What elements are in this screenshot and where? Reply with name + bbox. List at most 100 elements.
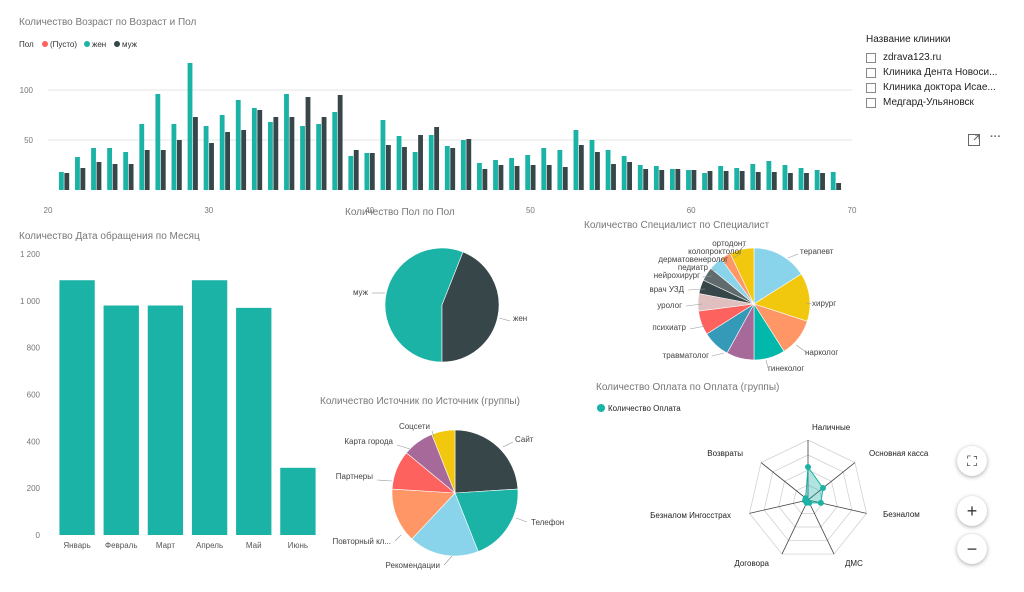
bar-male[interactable]: [112, 164, 118, 190]
legend-marker[interactable]: [597, 404, 605, 412]
bar-female[interactable]: [557, 150, 563, 190]
bar-female[interactable]: [589, 140, 595, 190]
bar-female[interactable]: [460, 140, 466, 190]
bar-male[interactable]: [225, 132, 231, 190]
bar-female[interactable]: [573, 130, 579, 190]
bar-male[interactable]: [209, 143, 214, 190]
pie-slice[interactable]: [454, 488, 519, 552]
bar-male[interactable]: [289, 117, 295, 190]
slicer-item[interactable]: Клиника доктора Исае...: [866, 80, 1016, 95]
legend-marker[interactable]: [42, 41, 48, 47]
legend-marker[interactable]: [114, 41, 120, 47]
bar-female[interactable]: [58, 172, 64, 190]
bar-female[interactable]: [91, 148, 96, 190]
radar-point[interactable]: [805, 464, 811, 470]
bar-female[interactable]: [525, 155, 531, 190]
pie-slice[interactable]: [431, 429, 456, 494]
bar-male[interactable]: [418, 135, 423, 190]
bar-male[interactable]: [305, 97, 311, 190]
bar-month[interactable]: [147, 305, 184, 535]
bar-female[interactable]: [251, 108, 257, 190]
bar-female[interactable]: [444, 146, 450, 190]
bar-male[interactable]: [771, 172, 777, 190]
bar-male[interactable]: [562, 167, 568, 190]
slicer-item[interactable]: zdrava123.ru: [866, 50, 1016, 65]
zoom-out-button[interactable]: −: [957, 534, 987, 564]
bar-male[interactable]: [193, 117, 198, 190]
bar-female[interactable]: [509, 158, 515, 190]
checkbox-icon[interactable]: [866, 82, 876, 93]
bar-male[interactable]: [820, 173, 825, 190]
bar-male[interactable]: [402, 147, 407, 190]
bar-male[interactable]: [530, 165, 536, 190]
bar-female[interactable]: [267, 122, 273, 190]
bar-female[interactable]: [750, 164, 756, 190]
bar-female[interactable]: [75, 157, 80, 190]
slicer-item[interactable]: Клиника Дента Новоси...: [866, 65, 1016, 80]
bar-male[interactable]: [160, 150, 166, 190]
radar-point[interactable]: [820, 485, 827, 492]
bar-male[interactable]: [611, 164, 616, 190]
bar-male[interactable]: [675, 169, 681, 190]
checkbox-icon[interactable]: [866, 67, 876, 78]
bar-female[interactable]: [348, 156, 354, 190]
bar-male[interactable]: [723, 171, 729, 190]
pie-slice[interactable]: [384, 247, 464, 363]
bar-male[interactable]: [353, 150, 359, 190]
bar-female[interactable]: [300, 126, 305, 190]
pie-slice[interactable]: [454, 429, 519, 494]
bar-male[interactable]: [273, 117, 279, 190]
fullscreen-button[interactable]: ⛶: [957, 446, 987, 476]
zoom-in-button[interactable]: +: [957, 496, 987, 526]
bar-male[interactable]: [755, 172, 761, 190]
bar-male[interactable]: [64, 173, 70, 190]
bar-female[interactable]: [235, 100, 241, 190]
bar-female[interactable]: [605, 150, 611, 190]
bar-female[interactable]: [702, 173, 707, 190]
bar-month[interactable]: [236, 307, 272, 535]
more-options-icon[interactable]: ···: [990, 131, 1001, 143]
legend-marker[interactable]: [84, 41, 90, 47]
checkbox-icon[interactable]: [866, 52, 876, 63]
bar-female[interactable]: [155, 94, 161, 190]
bar-female[interactable]: [766, 161, 772, 190]
slicer-item[interactable]: Медгард-Ульяновск: [866, 95, 1016, 110]
bar-male[interactable]: [128, 164, 134, 190]
bar-female[interactable]: [718, 166, 724, 190]
bar-female[interactable]: [477, 163, 482, 190]
focus-mode-icon[interactable]: [968, 134, 980, 149]
bar-male[interactable]: [369, 153, 375, 190]
bar-male[interactable]: [176, 140, 182, 190]
bar-female[interactable]: [637, 165, 643, 190]
bar-male[interactable]: [546, 165, 552, 190]
bar-male[interactable]: [321, 117, 327, 190]
bar-male[interactable]: [434, 127, 440, 190]
pie-slice[interactable]: [729, 247, 755, 305]
bar-female[interactable]: [782, 165, 788, 190]
bar-male[interactable]: [707, 171, 713, 190]
pie-slice[interactable]: [391, 488, 456, 540]
bar-female[interactable]: [364, 153, 370, 190]
bar-male[interactable]: [739, 171, 745, 190]
bar-male[interactable]: [80, 168, 86, 190]
bar-female[interactable]: [219, 115, 225, 190]
bar-female[interactable]: [428, 135, 434, 190]
checkbox-icon[interactable]: [866, 97, 876, 108]
bar-male[interactable]: [595, 152, 600, 190]
pie-slice[interactable]: [441, 251, 500, 363]
bar-female[interactable]: [669, 169, 675, 190]
bar-female[interactable]: [203, 126, 209, 190]
bar-male[interactable]: [385, 145, 391, 190]
bar-male[interactable]: [498, 165, 504, 190]
bar-male[interactable]: [144, 150, 150, 190]
bar-male[interactable]: [514, 166, 520, 190]
bar-male[interactable]: [466, 139, 472, 190]
bar-female[interactable]: [332, 112, 338, 190]
bar-month[interactable]: [191, 280, 228, 535]
bar-male[interactable]: [643, 169, 649, 190]
bar-male[interactable]: [482, 169, 488, 190]
bar-female[interactable]: [830, 172, 836, 190]
bar-female[interactable]: [798, 168, 804, 190]
